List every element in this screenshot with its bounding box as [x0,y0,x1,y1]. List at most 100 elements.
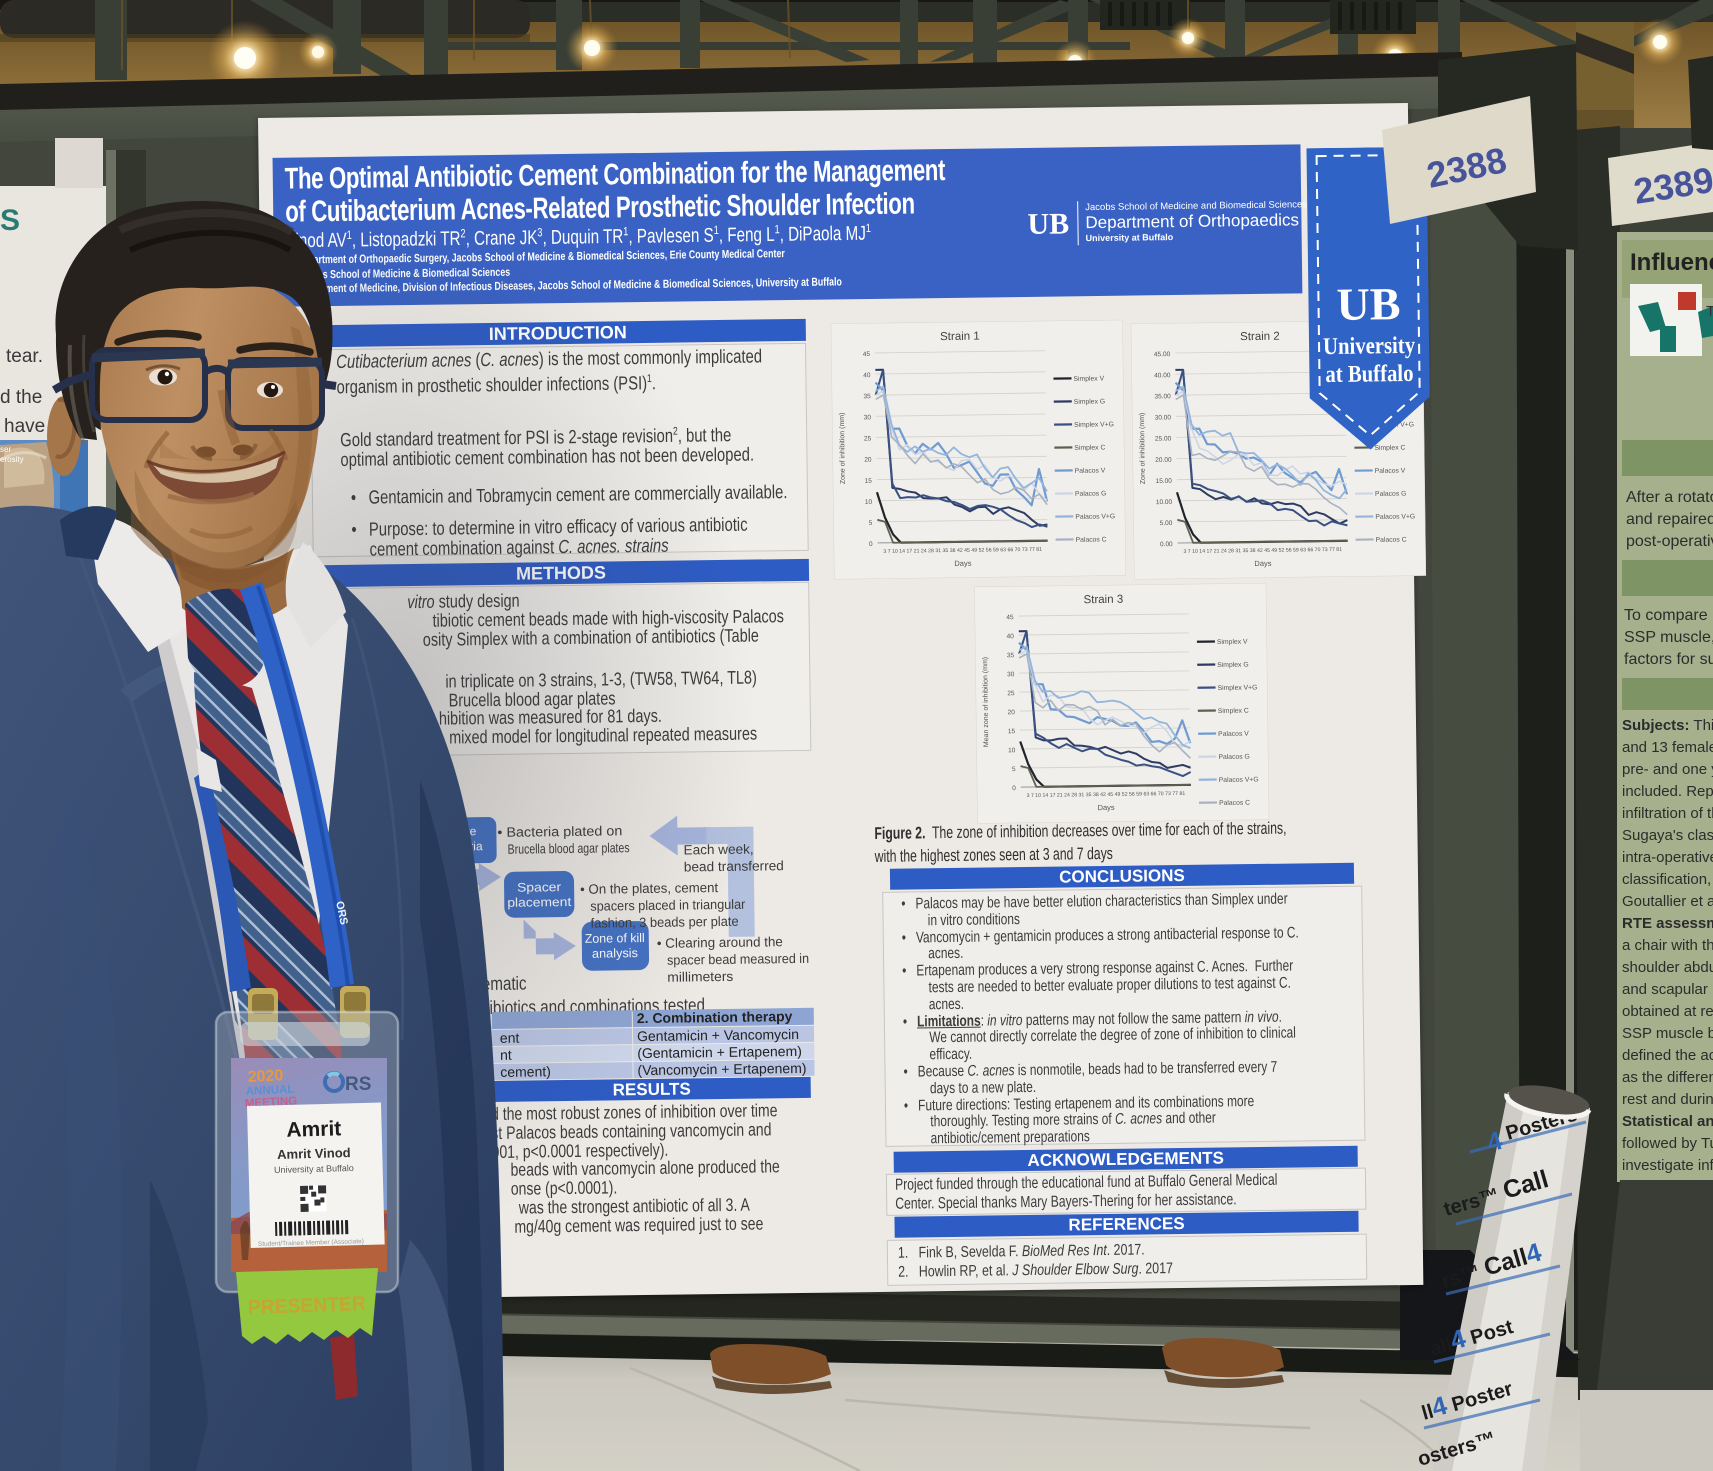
svg-text:and scapular plan: and scapular plan [1622,981,1713,998]
svg-text:Days: Days [1097,803,1114,812]
svg-text:Simplex G: Simplex G [1074,398,1105,405]
svg-text:25: 25 [864,435,872,442]
svg-text:Mean zone of inhibition (mm): Mean zone of inhibition (mm) [982,657,990,747]
svg-text:Palacos V: Palacos V [1375,468,1406,475]
svg-text:Simplex V: Simplex V [1217,639,1248,646]
svg-text:ORS: ORS [333,900,350,926]
svg-text:3 7 10 14 17 21 24 28 31 35 38: 3 7 10 14 17 21 24 28 31 35 38 42 45 49 … [883,547,1042,555]
svg-text:analysis: analysis [592,946,638,961]
svg-text:35.00: 35.00 [1154,393,1171,400]
svg-text:ANNUAL: ANNUAL [246,1083,295,1098]
svg-text:Amrit Vinod: Amrit Vinod [277,1145,351,1162]
svg-text:spacers placed in triangular: spacers placed in triangular [590,897,746,914]
svg-text:Each week,: Each week, [684,842,754,858]
svg-text:• Clearing around the: • Clearing around the [657,934,783,951]
svg-text:intra-operatively c: intra-operatively c [1622,849,1713,866]
svg-text:Zone of inhibition (mm): Zone of inhibition (mm) [839,413,847,485]
svg-text:40: 40 [863,372,871,379]
svg-text:investigate influen: investigate influen [1622,1157,1713,1174]
svg-text:45: 45 [863,351,871,358]
svg-text:45: 45 [1006,614,1014,621]
svg-text:Simplex G: Simplex G [1217,662,1248,669]
svg-text:30: 30 [1007,671,1015,678]
svg-text:25.00: 25.00 [1155,435,1172,442]
svg-text:and 13 females) w: and 13 females) w [1622,739,1713,756]
svg-text:Palacos C: Palacos C [1219,800,1250,807]
svg-text:followed by Tukey: followed by Tukey [1622,1135,1713,1152]
svg-text:UB: UB [1027,207,1069,241]
svg-text:placement: placement [507,895,572,910]
svg-text:0: 0 [1012,785,1016,792]
svg-text:Palacos V+G: Palacos V+G [1375,513,1415,521]
svg-text:• On the plates, cement: • On the plates, cement [580,880,718,897]
svg-text:5: 5 [869,520,873,527]
svg-text:tear.: tear. [6,346,43,367]
svg-text:40: 40 [1007,633,1015,640]
svg-text:Palacos C: Palacos C [1076,536,1107,543]
svg-text:SSP muscle belly: SSP muscle belly [1622,1025,1713,1042]
svg-text:d the: d the [0,387,42,408]
svg-text:• Bacteria plated on: • Bacteria plated on [497,823,622,840]
svg-text:Palacos G: Palacos G [1075,490,1106,497]
svg-text:Spacer: Spacer [517,880,561,895]
svg-text:30.00: 30.00 [1155,414,1172,421]
svg-text:millimeters: millimeters [667,969,733,985]
svg-text:Simplex C: Simplex C [1374,445,1405,452]
svg-text:bead transferred: bead transferred [684,858,784,874]
svg-text:Sugaya's classific: Sugaya's classific [1622,827,1713,844]
svg-text:infiltration of the S: infiltration of the S [1622,805,1713,822]
svg-text:spacer bead measured in: spacer bead measured in [667,951,809,968]
svg-text:erosity: erosity [0,455,24,464]
svg-text:shoulder abducte: shoulder abducte [1622,959,1713,976]
svg-text:15: 15 [1008,728,1016,735]
svg-text:10: 10 [1008,747,1016,754]
svg-text:0: 0 [869,541,873,548]
svg-text:35: 35 [863,393,871,400]
svg-text:Palacos C: Palacos C [1376,537,1407,544]
svg-text:Simplex C: Simplex C [1074,444,1105,451]
svg-text:factors for surg: factors for surg [1624,651,1713,668]
svg-text:After a rotator: After a rotator [1626,489,1713,506]
svg-text:Days: Days [1254,559,1271,568]
svg-text:20: 20 [864,457,872,464]
svg-text:30: 30 [864,414,872,421]
svg-text:have: have [4,416,45,437]
svg-text:20: 20 [1008,709,1016,716]
svg-text:as the difference b: as the difference b [1622,1069,1713,1086]
svg-text:University at Buffalo: University at Buffalo [274,1163,354,1175]
svg-text:RTE assessment: RTE assessment [1622,915,1713,932]
svg-text:Statistical analys: Statistical analys [1622,1113,1713,1130]
svg-text:Palacos V+G: Palacos V+G [1219,776,1259,784]
svg-text:5: 5 [1012,766,1016,773]
svg-text:pre- and one year: pre- and one year [1622,761,1713,778]
svg-text:35: 35 [1007,652,1015,659]
svg-text:To compare pr: To compare pr [1624,607,1713,624]
svg-text:15: 15 [865,478,873,485]
svg-text:a chair with the aff: a chair with the aff [1622,937,1713,954]
svg-text:Palacos V: Palacos V [1218,731,1249,738]
svg-text:Simplex V+G: Simplex V+G [1218,684,1258,692]
svg-text:UB: UB [1336,278,1401,330]
svg-text:Strain 3: Strain 3 [1083,594,1123,607]
svg-text:Strain 2: Strain 2 [1240,331,1280,344]
svg-text:Subjects: Thirty-f: Subjects: Thirty-f [1622,717,1713,734]
svg-text:at Buffalo: at Buffalo [1325,361,1413,388]
svg-text:0.00: 0.00 [1160,541,1173,548]
svg-text:Palacos G: Palacos G [1218,754,1249,761]
svg-text:te: te [466,824,477,838]
svg-text:Student/Trainee Member (Associ: Student/Trainee Member (Associate) [258,1238,364,1248]
svg-text:Palacos G: Palacos G [1375,491,1406,498]
svg-text:15.00: 15.00 [1156,478,1173,485]
svg-text:defined the activity: defined the activity [1622,1047,1713,1064]
svg-text:fashion, 3 beads per plate: fashion, 3 beads per plate [590,914,738,931]
svg-text:SSP muscle, a: SSP muscle, a [1624,629,1713,646]
svg-text:obtained at rest an: obtained at rest an [1622,1003,1713,1020]
svg-text:Goutallier et al. 19: Goutallier et al. 19 [1622,893,1713,910]
svg-text:10.00: 10.00 [1156,499,1173,506]
svg-text:20.00: 20.00 [1155,457,1172,464]
svg-text:45.00: 45.00 [1154,351,1171,358]
svg-text:Brucella blood agar plates: Brucella blood agar plates [507,840,629,857]
svg-text:Palacos V: Palacos V [1075,467,1106,474]
svg-text:ser: ser [0,445,11,454]
svg-text:PRESENTER: PRESENTER [247,1293,366,1319]
